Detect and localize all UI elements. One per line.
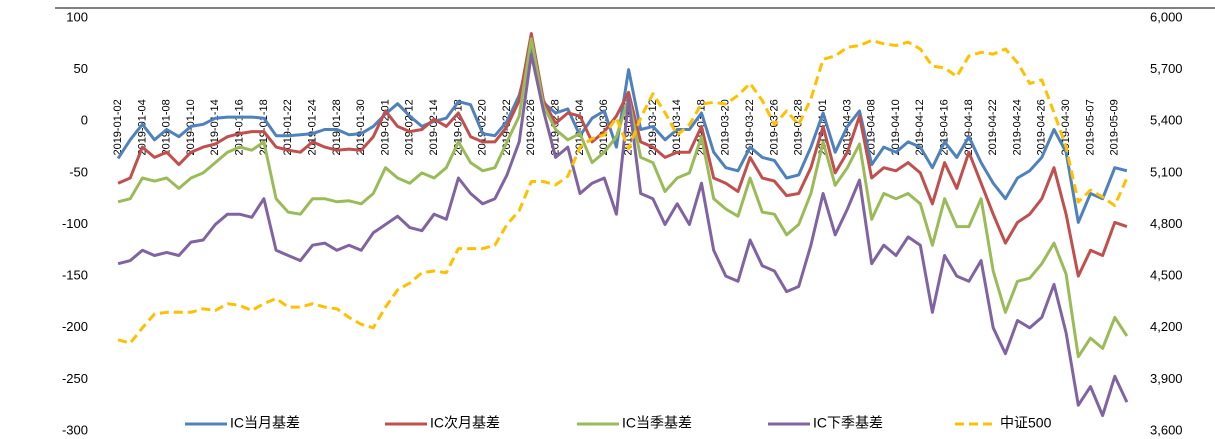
x-tick-label: 2019-03-20 [720, 99, 732, 155]
legend-label: IC次月基差 [430, 415, 500, 431]
x-tick-label: 2019-02-14 [428, 99, 440, 155]
legend-label: IC当季基差 [622, 415, 692, 431]
series-line [117, 38, 1129, 345]
x-tick-label: 2019-04-12 [914, 99, 926, 155]
y-tick-label: -50 [69, 164, 88, 179]
y2-tick-label: 3,900 [1150, 371, 1183, 386]
x-tick-label: 2019-02-26 [525, 99, 537, 155]
y-tick-label: -200 [62, 319, 88, 334]
y2-tick-label: 3,600 [1150, 422, 1183, 437]
x-tick-label: 2019-04-26 [1036, 99, 1048, 155]
y2-tick-label: 5,400 [1150, 113, 1183, 128]
series-line [117, 32, 1128, 278]
x-tick-label: 2019-01-28 [331, 99, 343, 155]
x-tick-label: 2019-03-22 [744, 99, 756, 155]
x-tick-label: 2019-01-14 [209, 99, 221, 155]
y-tick-label: -150 [62, 268, 88, 283]
y2-tick-label: 5,700 [1150, 61, 1183, 76]
x-tick-label: 2019-04-24 [1011, 99, 1023, 155]
x-tick-label: 2019-03-14 [671, 99, 683, 155]
x-tick-label: 2019-04-10 [890, 99, 902, 155]
x-tick-label: 2019-01-08 [161, 99, 173, 155]
x-tick-label: 2019-04-08 [866, 99, 878, 155]
y-tick-label: 0 [81, 113, 88, 128]
x-tick-label: 2019-04-16 [939, 99, 951, 155]
x-tick-label: 2019-02-18 [452, 99, 464, 155]
x-tick-label: 2019-03-26 [768, 99, 780, 155]
y2-tick-label: 4,800 [1150, 216, 1183, 231]
x-tick-label: 2019-04-30 [1060, 99, 1072, 155]
legend-label: 中证500 [1000, 415, 1052, 431]
x-tick-label: 2019-01-24 [306, 99, 318, 155]
x-tick-label: 2019-01-04 [136, 99, 148, 155]
x-tick-label: 2019-01-30 [355, 99, 367, 155]
x-tick-label: 2019-05-09 [1109, 99, 1121, 155]
series-line [117, 37, 1129, 359]
y2-tick-label: 5,100 [1150, 164, 1183, 179]
legend-label: IC下季基差 [813, 415, 883, 431]
y-tick-label: 50 [74, 61, 88, 76]
y2-tick-label: 4,500 [1150, 268, 1183, 283]
x-tick-label: 2019-05-07 [1084, 99, 1096, 155]
y-tick-label: 100 [66, 9, 88, 24]
x-tick-label: 2019-01-22 [282, 99, 294, 155]
x-tick-label: 2019-04-22 [987, 99, 999, 155]
x-tick-label: 2019-02-20 [477, 99, 489, 155]
y-tick-label: -300 [62, 422, 88, 437]
legend-label: IC当月基差 [230, 415, 300, 431]
series-line [116, 47, 1128, 224]
x-tick-label: 2019-01-18 [258, 99, 270, 155]
x-tick-label: 2019-02-01 [379, 99, 391, 155]
series-line [117, 52, 1129, 417]
y-tick-label: -250 [62, 371, 88, 386]
y-tick-label: -100 [62, 216, 88, 231]
y2-tick-label: 6,000 [1150, 9, 1183, 24]
x-tick-label: 2019-01-02 [112, 99, 124, 155]
y2-tick-label: 4,200 [1150, 319, 1183, 334]
x-tick-label: 2019-02-12 [404, 99, 416, 155]
x-tick-label: 2019-03-28 [793, 99, 805, 155]
x-tick-label: 2019-01-16 [234, 99, 246, 155]
